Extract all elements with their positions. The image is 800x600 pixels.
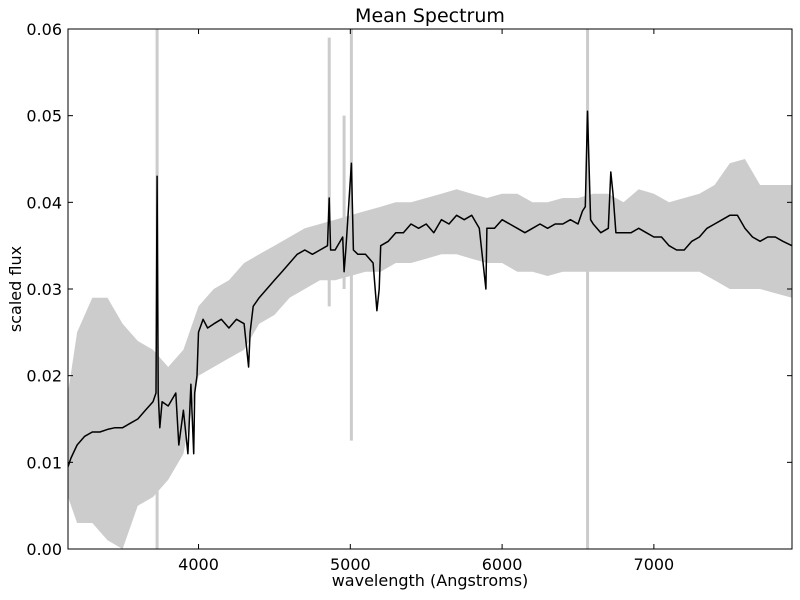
x-tick-label: 6000 (482, 555, 523, 574)
plot-frame (67, 28, 793, 550)
chart-title: Mean Spectrum (355, 5, 505, 27)
x-tick-label: 4000 (178, 555, 219, 574)
y-tick-label: 0.00 (26, 540, 62, 559)
y-axis-label: scaled flux (6, 246, 25, 332)
y-tick-label: 0.03 (26, 280, 62, 299)
mean-spectrum-line (68, 110, 792, 467)
y-tick-label: 0.04 (26, 193, 62, 212)
x-axis-label: wavelength (Angstroms) (332, 571, 529, 590)
y-tick-label: 0.02 (26, 367, 62, 386)
mean-spectrum-path (68, 110, 792, 467)
y-tick-label: 0.01 (26, 453, 62, 472)
x-tick-label: 5000 (330, 555, 371, 574)
y-tick-label: 0.05 (26, 107, 62, 126)
y-tick-label: 0.06 (26, 20, 62, 39)
std-dev-band-area (68, 159, 792, 549)
x-tick-label: 7000 (634, 555, 675, 574)
std-dev-band (68, 29, 792, 549)
x-axis: 4000 5000 6000 7000 (178, 29, 674, 574)
y-axis: 0.00 0.01 0.02 0.03 0.04 0.05 0.06 (26, 20, 792, 559)
